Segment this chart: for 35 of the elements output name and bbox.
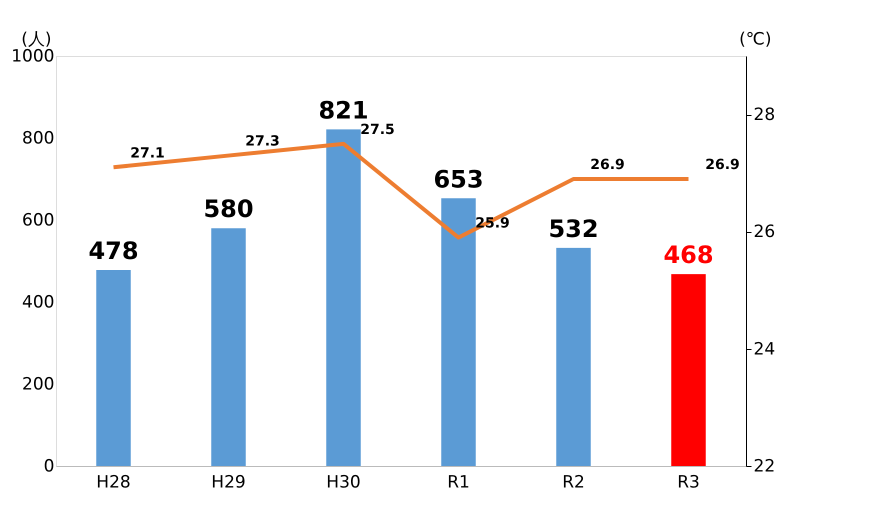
x-tick-label: H28	[96, 472, 131, 492]
y-tick-label: 800	[22, 128, 54, 148]
data-label: 478	[88, 237, 139, 266]
x-tick-label: H30	[326, 472, 361, 492]
x-tick-label: R2	[562, 472, 585, 492]
y-tick-label: 400	[22, 292, 54, 312]
y-axis-title: (人)	[21, 30, 52, 50]
data-label: 653	[433, 165, 484, 194]
y2-tick-label: 26	[754, 222, 776, 242]
bar	[441, 198, 476, 466]
bar	[211, 228, 246, 466]
y-tick-label: 600	[22, 210, 54, 230]
data-label: 580	[203, 195, 254, 224]
data-label: 821	[318, 96, 369, 124]
bar	[326, 129, 361, 466]
y2-tick-label: 22	[754, 456, 776, 476]
x-tick-label: H29	[211, 472, 246, 492]
data-label: 532	[548, 214, 599, 243]
data-label: 26.9	[590, 157, 625, 173]
y-tick-label: 0	[44, 456, 54, 476]
data-label: 26.9	[705, 157, 740, 173]
data-label: 27.1	[130, 145, 165, 162]
data-label: 27.5	[360, 122, 395, 138]
bar	[671, 274, 706, 466]
y2-tick-label: 24	[754, 339, 776, 360]
y-tick-label: 1000	[11, 46, 54, 66]
bar	[556, 248, 591, 466]
bar	[96, 270, 131, 466]
y-tick-label: 200	[22, 374, 54, 394]
y2-axis-title: (℃)	[739, 30, 772, 50]
data-label: 27.3	[245, 134, 280, 150]
x-tick-label: R1	[447, 472, 470, 492]
x-tick-label: R3	[677, 472, 700, 492]
y2-tick-label: 28	[754, 105, 776, 126]
data-label: 468	[663, 241, 714, 270]
